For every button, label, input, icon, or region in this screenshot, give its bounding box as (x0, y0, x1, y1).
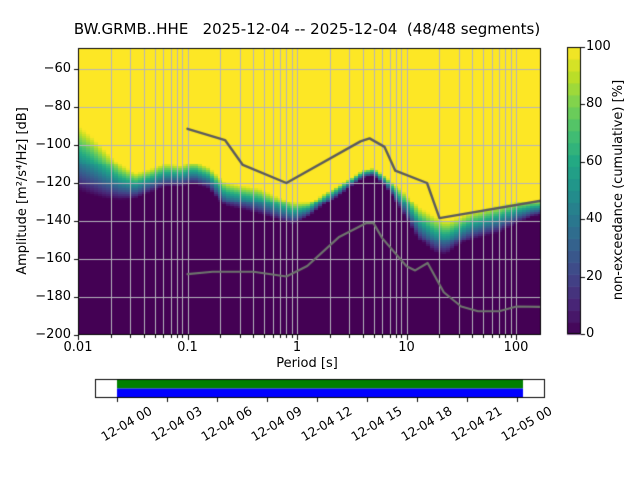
y-tick-label: −180 (35, 289, 71, 304)
colorbar-tick-label: 20 (586, 269, 603, 284)
colorbar-tick-label: 80 (586, 96, 603, 111)
y-tick-label: −100 (35, 137, 71, 152)
x-axis-label: Period [s] (276, 356, 338, 371)
x-tick-label: 10 (398, 340, 415, 355)
plot-title: BW.GRMB..HHE 2025-12-04 -- 2025-12-04 (4… (73, 20, 541, 38)
y-tick-label: −200 (35, 327, 71, 342)
y-tick-label: −120 (35, 175, 71, 190)
x-tick-label: 0.01 (63, 340, 93, 355)
colorbar-tick-label: 40 (586, 211, 603, 226)
colorbar-label: non-exceedance (cumulative) [%] (611, 79, 626, 301)
y-tick-label: −140 (35, 213, 71, 228)
y-tick-label: −60 (43, 61, 71, 76)
x-tick-label: 1 (292, 340, 302, 355)
colorbar-tick-label: 100 (586, 39, 611, 54)
y-tick-label: −80 (43, 99, 71, 114)
x-tick-label: 0.1 (177, 340, 198, 355)
x-tick-label: 100 (503, 340, 529, 355)
colorbar-tick-label: 60 (586, 154, 603, 169)
colorbar-tick-label: 0 (586, 326, 595, 341)
y-tick-label: −160 (35, 251, 71, 266)
